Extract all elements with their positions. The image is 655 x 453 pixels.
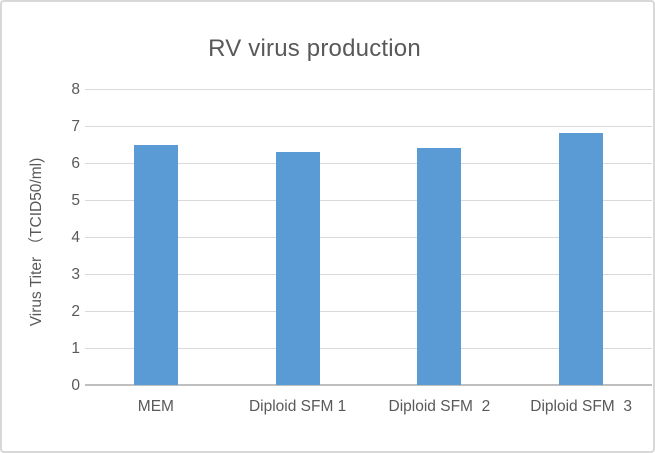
gridline-3 [85, 274, 652, 275]
y-tick-label-6: 6 [71, 154, 80, 172]
gridline-4 [85, 237, 652, 238]
chart-title: RV virus production [208, 35, 421, 62]
gridline-1 [85, 348, 652, 349]
bar-diploid-sfm-2 [417, 148, 462, 385]
bar-diploid-sfm-3 [559, 133, 604, 385]
x-category-label-3: Diploid SFM 2 [388, 398, 491, 415]
x-axis-line [85, 384, 652, 386]
bar-diploid-sfm-1 [275, 151, 320, 385]
y-tick-label-1: 1 [71, 339, 80, 357]
plot-area [85, 89, 652, 386]
gridline-2 [85, 311, 652, 312]
gridline-6 [85, 163, 652, 164]
gridline-8 [85, 89, 652, 90]
gridline-5 [85, 200, 652, 201]
y-tick-label-5: 5 [71, 191, 80, 209]
y-tick-label-0: 0 [71, 376, 80, 394]
x-category-label-1: MEM [137, 398, 174, 415]
y-tick-label-2: 2 [71, 302, 80, 320]
y-tick-label-7: 7 [71, 117, 80, 135]
y-tick-label-8: 8 [71, 80, 80, 98]
x-category-label-2: Diploid SFM 1 [248, 398, 347, 415]
bar-mem [133, 144, 178, 385]
y-tick-label-4: 4 [71, 228, 80, 246]
x-category-label-4: Diploid SFM 3 [530, 398, 632, 415]
y-tick-label-3: 3 [71, 265, 80, 283]
gridline-7 [85, 126, 652, 127]
